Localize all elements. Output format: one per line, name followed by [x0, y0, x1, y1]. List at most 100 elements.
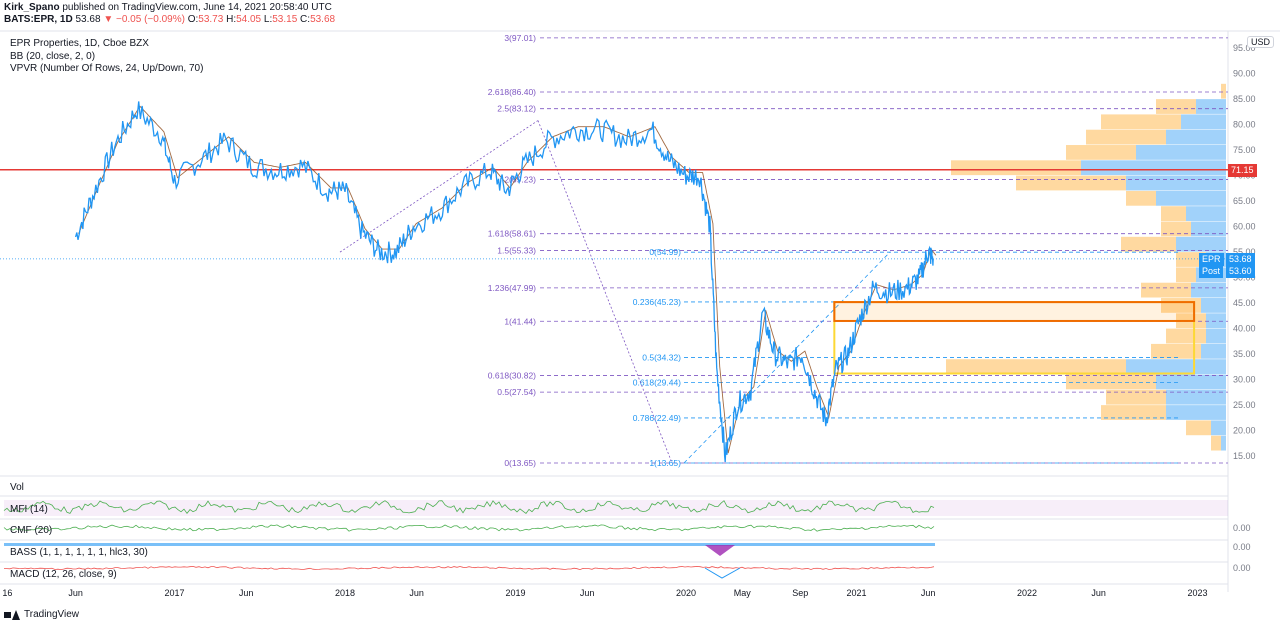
vp-down-bar	[1151, 343, 1201, 359]
fib-ext-label: 1.618(58.61)	[488, 229, 536, 239]
fib-ext-label: 2.618(86.40)	[488, 87, 536, 97]
vp-down-bar	[1176, 252, 1206, 267]
time-tick-label: Sep	[792, 588, 808, 598]
vp-up-bar	[1191, 282, 1226, 298]
time-tick-label: 16	[2, 588, 12, 598]
vp-up-bar	[1201, 343, 1226, 359]
fib-ret-label: 0.618(29.44)	[633, 377, 681, 387]
vp-down-bar	[1156, 99, 1196, 114]
vp-up-bar	[1156, 374, 1226, 390]
vp-up-bar	[1081, 160, 1226, 176]
cmf-legend[interactable]: CMF (20)	[10, 525, 53, 536]
macd-line-dip	[704, 567, 741, 579]
vp-down-bar	[1221, 83, 1226, 99]
moving-average-line	[78, 105, 937, 454]
price-tick-label: 75.00	[1233, 145, 1256, 155]
price-tick-label: 35.00	[1233, 349, 1256, 359]
cmf-tick-label: 0.00	[1233, 523, 1251, 533]
change-value: −0.05 (−0.09%)	[116, 14, 185, 25]
resistance-tag: 71.15	[1228, 164, 1257, 177]
mfi-band	[4, 500, 1228, 516]
fib-ext-label: 0.618(30.82)	[488, 370, 536, 380]
macd-tick-label: 0.00	[1233, 563, 1251, 573]
time-tick-label: 2023	[1187, 588, 1207, 598]
vp-down-bar	[1106, 389, 1166, 405]
fib-ext-label: 1(41.44)	[504, 316, 536, 326]
vp-down-bar	[1176, 267, 1196, 283]
post-price-tag: 53.60	[1226, 265, 1255, 278]
last-price: 53.68	[75, 14, 101, 25]
bass-legend[interactable]: BASS (1, 1, 1, 1, 1, 1, hlc3, 30)	[10, 547, 148, 558]
orange-zone-box	[833, 301, 1196, 322]
price-tick-label: 60.00	[1233, 222, 1256, 232]
time-tick-label: Jun	[1091, 588, 1106, 598]
high-value: 54.05	[236, 14, 262, 25]
price-tick-label: 20.00	[1233, 426, 1256, 436]
close-value: 53.68	[310, 14, 336, 25]
vp-up-bar	[1136, 145, 1226, 160]
vp-down-bar	[1161, 221, 1191, 237]
currency-label[interactable]: USD	[1246, 36, 1274, 48]
bb-legend[interactable]: BB (20, close, 2, 0)	[10, 51, 96, 62]
low-value: 53.15	[272, 14, 298, 25]
vp-up-bar	[1201, 298, 1226, 313]
open-value: 53.73	[198, 14, 224, 25]
time-tick-label: Jun	[409, 588, 424, 598]
vol-legend[interactable]: Vol	[10, 482, 24, 493]
chart-title: EPR Properties, 1D, Cboe BZX	[10, 38, 149, 49]
bass-tick-label: 0.00	[1233, 542, 1251, 552]
author-name[interactable]: Kirk_Spano	[4, 2, 60, 13]
footer-brand[interactable]: TradingView	[4, 609, 79, 620]
fib-ext-label: 2.5(83.12)	[497, 104, 536, 114]
vp-down-bar	[1141, 282, 1191, 298]
price-tick-label: 90.00	[1233, 69, 1256, 79]
vp-down-bar	[951, 160, 1081, 176]
time-tick-label: Jun	[239, 588, 254, 598]
price-tick-label: 65.00	[1233, 196, 1256, 206]
fib-ret-label: 0.5(34.32)	[642, 353, 681, 363]
vp-down-bar	[1121, 236, 1176, 252]
mfi-line	[3, 500, 935, 514]
vpvr-legend[interactable]: VPVR (Number Of Rows, 24, Up/Down, 70)	[10, 63, 204, 74]
time-tick-label: 2020	[676, 588, 696, 598]
price-tick-label: 95.00	[1233, 43, 1256, 53]
vp-up-bar	[1126, 359, 1226, 375]
price-tick-label: 25.00	[1233, 400, 1256, 410]
vp-up-bar	[1156, 190, 1226, 206]
macd-legend[interactable]: MACD (12, 26, close, 9)	[10, 569, 117, 580]
fib-ret-label: 1(13.65)	[649, 458, 681, 468]
symbol-tag: EPR	[1199, 253, 1224, 266]
vp-down-bar	[946, 359, 1126, 375]
vp-up-bar	[1181, 114, 1226, 130]
vp-up-bar	[1221, 435, 1226, 451]
vp-up-bar	[1211, 420, 1226, 436]
vp-up-bar	[1186, 206, 1226, 222]
time-tick-label: Jun	[68, 588, 83, 598]
price-tick-label: 80.00	[1233, 120, 1256, 130]
vp-down-bar	[1101, 114, 1181, 130]
brand-text: TradingView	[24, 609, 80, 620]
mfi-legend[interactable]: MFI (14)	[10, 504, 48, 515]
vp-up-bar	[1166, 129, 1226, 145]
fib-ret-label: 0.786(22.49)	[633, 413, 681, 423]
cmf-line	[3, 524, 935, 532]
price-tick-label: 30.00	[1233, 375, 1256, 385]
price-tick-label: 40.00	[1233, 324, 1256, 334]
price-tick-label: 45.00	[1233, 298, 1256, 308]
vp-up-bar	[1126, 175, 1226, 191]
bass-dip	[705, 545, 735, 556]
price-tick-label: 15.00	[1233, 451, 1256, 461]
fib-ext-label: 1.5(55.33)	[497, 245, 536, 255]
time-tick-label: 2018	[335, 588, 355, 598]
vp-down-bar	[1086, 129, 1166, 145]
fib-ret-label: 0(54.99)	[649, 247, 681, 257]
time-tick-label: 2017	[164, 588, 184, 598]
tradingview-logo-icon	[4, 609, 20, 620]
down-arrow-icon: ▼	[103, 14, 114, 25]
vp-up-bar	[1206, 328, 1226, 344]
vp-down-bar	[1066, 145, 1136, 160]
post-tag: Post	[1199, 265, 1224, 278]
vp-down-bar	[1066, 374, 1156, 390]
vp-down-bar	[1126, 190, 1156, 206]
